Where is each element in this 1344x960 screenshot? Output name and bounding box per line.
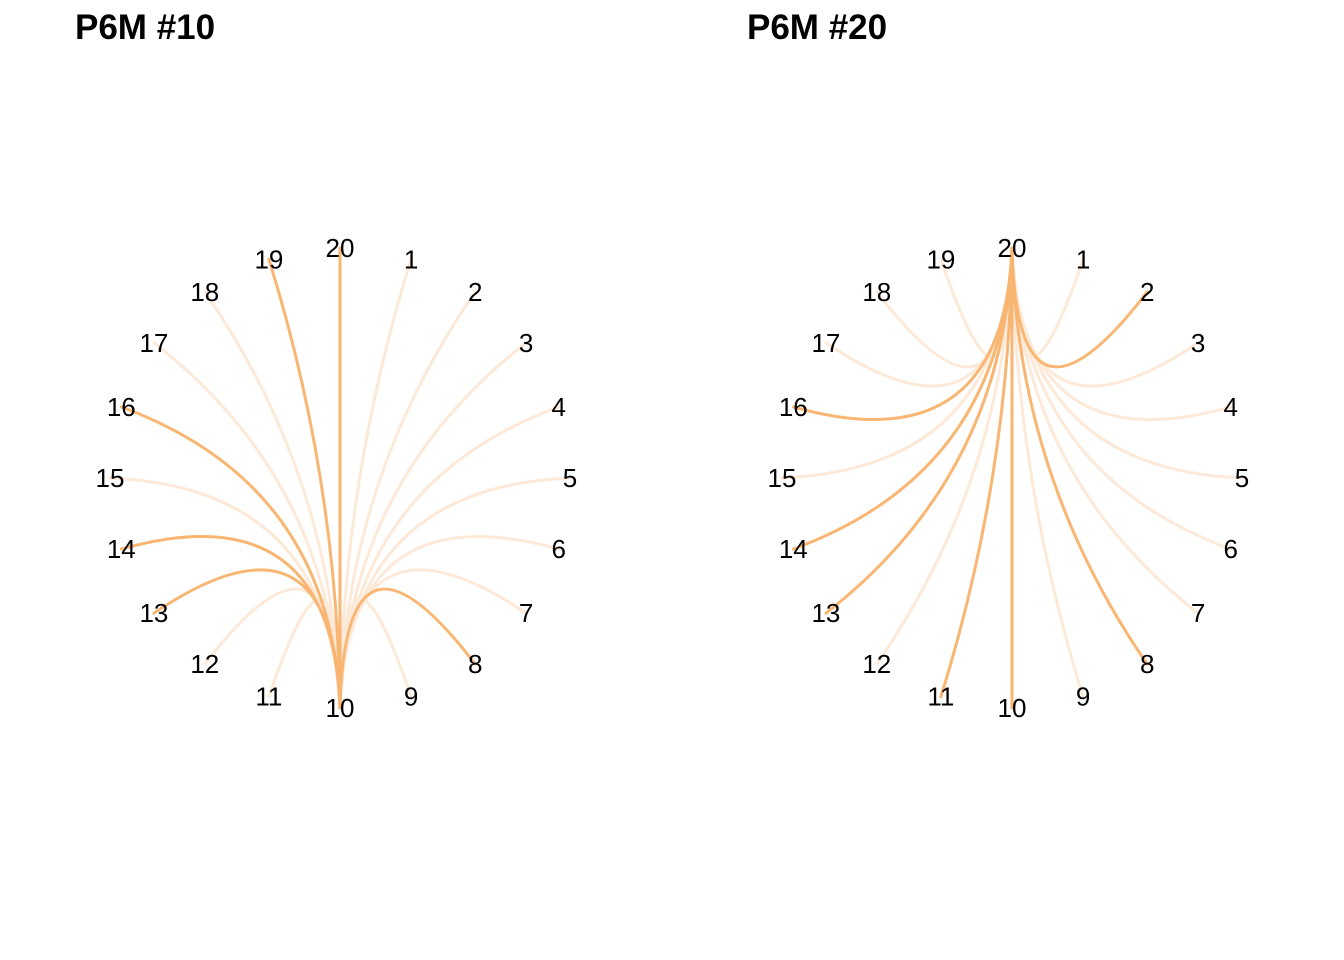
link-20-12 bbox=[875, 246, 1014, 666]
node-label-5: 5 bbox=[1235, 463, 1249, 493]
link-10-19 bbox=[267, 257, 342, 710]
node-label-12: 12 bbox=[862, 649, 891, 679]
link-20-13 bbox=[824, 246, 1014, 615]
node-label-4: 4 bbox=[1223, 392, 1237, 422]
link-20-5 bbox=[1010, 246, 1244, 480]
link-10-2 bbox=[338, 290, 477, 710]
node-label-16: 16 bbox=[107, 392, 136, 422]
links-group bbox=[780, 246, 1244, 710]
node-label-10: 10 bbox=[326, 693, 355, 723]
node-label-11: 11 bbox=[255, 682, 282, 712]
node-label-18: 18 bbox=[190, 277, 219, 307]
node-label-2: 2 bbox=[468, 277, 482, 307]
link-20-8 bbox=[1010, 246, 1149, 666]
node-label-19: 19 bbox=[926, 244, 955, 274]
node-label-9: 9 bbox=[404, 682, 418, 712]
node-label-20: 20 bbox=[998, 233, 1027, 263]
node-label-11: 11 bbox=[927, 682, 954, 712]
link-10-4 bbox=[338, 405, 561, 710]
node-label-12: 12 bbox=[190, 649, 219, 679]
link-20-15 bbox=[780, 246, 1014, 480]
node-label-5: 5 bbox=[563, 463, 577, 493]
node-label-7: 7 bbox=[519, 598, 533, 628]
node-label-15: 15 bbox=[768, 463, 797, 493]
node-label-17: 17 bbox=[811, 328, 840, 358]
node-label-3: 3 bbox=[1191, 328, 1205, 358]
node-label-13: 13 bbox=[139, 598, 168, 628]
link-10-16 bbox=[119, 405, 342, 710]
chart-panel-1: P6M #10 1 2 3 4 5 6 7 8 9 10 11 12 13 14 15 16 17 18 19 20 bbox=[75, 8, 578, 723]
node-label-17: 17 bbox=[139, 328, 168, 358]
node-label-7: 7 bbox=[1191, 598, 1205, 628]
node-label-9: 9 bbox=[1076, 682, 1090, 712]
node-label-1: 1 bbox=[1076, 244, 1090, 274]
node-label-19: 19 bbox=[254, 244, 283, 274]
node-label-8: 8 bbox=[1140, 649, 1154, 679]
node-label-18: 18 bbox=[862, 277, 891, 307]
chart-panel-2: P6M #20 1 2 3 4 5 6 7 8 9 10 11 12 13 14 15 16 17 18 19 20 bbox=[672, 0, 1344, 960]
node-label-6: 6 bbox=[1223, 534, 1237, 564]
node-label-14: 14 bbox=[779, 534, 808, 564]
node-label-3: 3 bbox=[519, 328, 533, 358]
node-label-6: 6 bbox=[551, 534, 565, 564]
node-label-4: 4 bbox=[551, 392, 565, 422]
link-10-15 bbox=[108, 476, 342, 710]
node-label-15: 15 bbox=[96, 463, 125, 493]
links-group bbox=[108, 246, 572, 710]
node-label-2: 2 bbox=[1140, 277, 1154, 307]
link-20-6 bbox=[1010, 246, 1233, 551]
node-label-10: 10 bbox=[998, 693, 1027, 723]
link-20-11 bbox=[939, 246, 1014, 699]
link-10-5 bbox=[338, 476, 572, 710]
node-label-13: 13 bbox=[811, 598, 840, 628]
chart-title: P6M #20 bbox=[747, 8, 888, 47]
link-20-7 bbox=[1010, 246, 1200, 615]
link-10-8 bbox=[338, 587, 477, 710]
node-label-14: 14 bbox=[107, 534, 136, 564]
node-label-16: 16 bbox=[779, 392, 808, 422]
chart-title: P6M #10 bbox=[75, 8, 216, 47]
link-20-9 bbox=[1010, 246, 1085, 699]
node-label-8: 8 bbox=[468, 649, 482, 679]
node-label-20: 20 bbox=[326, 233, 355, 263]
node-label-1: 1 bbox=[404, 244, 418, 274]
link-10-18 bbox=[203, 290, 342, 710]
link-20-16 bbox=[791, 246, 1014, 421]
link-20-14 bbox=[791, 246, 1014, 551]
link-10-3 bbox=[338, 341, 528, 710]
link-10-17 bbox=[152, 341, 342, 710]
